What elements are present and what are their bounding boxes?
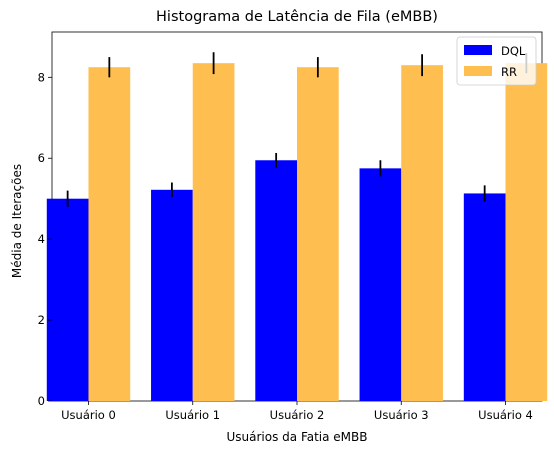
bar-rr-1 <box>193 63 235 401</box>
bar-rr-0 <box>88 67 130 401</box>
legend-label-dql: DQL <box>501 44 526 58</box>
bar-dql-4 <box>464 193 506 401</box>
y-tick-label: 4 <box>38 232 45 246</box>
x-tick-label: Usuário 1 <box>165 408 220 422</box>
bar-rr-2 <box>297 67 339 401</box>
bar-dql-0 <box>47 199 89 401</box>
legend: DQL RR <box>457 37 536 85</box>
x-tick-label: Usuário 3 <box>374 408 429 422</box>
bar-rr-4 <box>506 63 548 401</box>
x-tick-label: Usuário 0 <box>61 408 116 422</box>
bar-dql-1 <box>151 190 193 401</box>
legend-swatch-dql <box>464 45 492 55</box>
x-axis: Usuário 0 Usuário 1 Usuário 2 Usuário 3 Usuá… <box>61 401 533 422</box>
legend-label-rr: RR <box>501 65 517 79</box>
legend-swatch-rr <box>464 66 492 76</box>
y-tick-label: 0 <box>38 394 45 408</box>
x-axis-label: Usuários da Fatia eMBB <box>226 430 367 444</box>
bar-dql-3 <box>360 168 402 401</box>
y-axis-label: Média de Iterações <box>10 164 24 278</box>
y-tick-label: 6 <box>38 151 45 165</box>
x-tick-label: Usuário 4 <box>478 408 533 422</box>
x-tick-label: Usuário 2 <box>270 408 325 422</box>
bar-dql-2 <box>255 160 297 401</box>
y-tick-label: 8 <box>38 70 45 84</box>
y-tick-label: 2 <box>38 313 45 327</box>
chart-title: Histograma de Latência de Fila (eMBB) <box>156 9 438 25</box>
bar-rr-3 <box>401 65 443 401</box>
bars <box>47 63 547 401</box>
